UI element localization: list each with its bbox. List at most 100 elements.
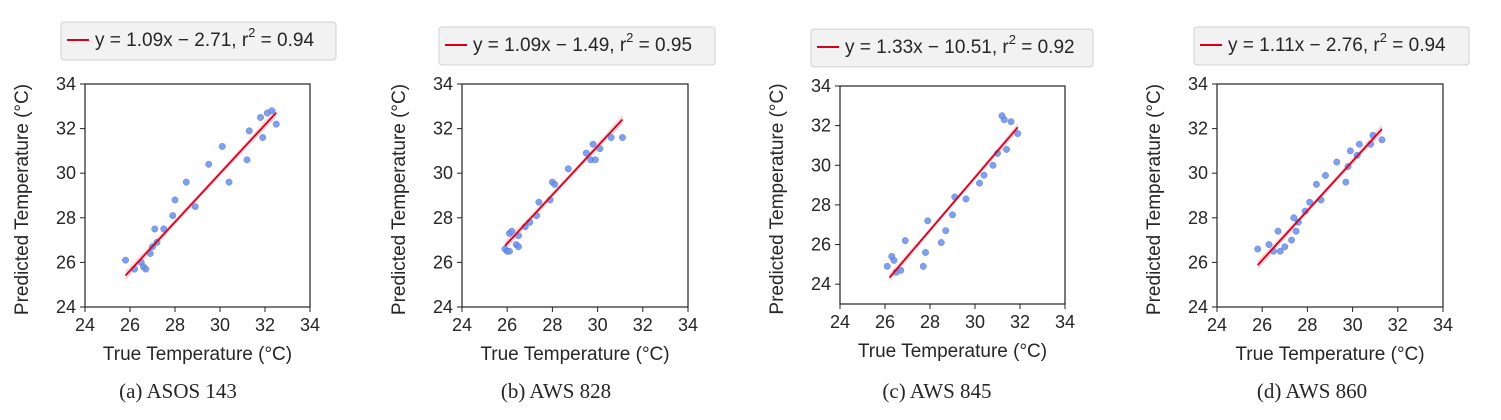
data-point (259, 134, 267, 141)
data-point (962, 195, 970, 203)
data-point (1294, 218, 1302, 226)
x-tick-label: 24 (830, 312, 850, 332)
data-point (1322, 172, 1329, 179)
data-point (582, 149, 590, 157)
legend: y = 1.33x − 10.51, r2 = 0.92 (810, 28, 1094, 68)
x-tick-label: 34 (678, 315, 698, 335)
data-point (205, 160, 213, 168)
data-point (989, 161, 997, 169)
x-tick-label: 34 (1433, 315, 1453, 335)
y-tick-label: 24 (1188, 297, 1208, 317)
data-point (1014, 130, 1022, 137)
y-axis-label: Predicted Temperature (°C) (767, 83, 788, 314)
panel-caption: (a) ASOS 143 (119, 379, 237, 403)
data-point (1254, 245, 1262, 253)
y-tick-label: 24 (811, 274, 831, 294)
plot-frame (839, 85, 1066, 305)
data-point (122, 256, 129, 264)
y-tick-label: 30 (811, 155, 831, 175)
x-tick-label: 26 (1252, 315, 1272, 335)
panel-caption: (d) AWS 860 (1257, 379, 1367, 403)
y-axis-label: Predicted Temperature (°C) (389, 84, 410, 315)
data-point (937, 239, 945, 246)
regression-line (504, 118, 624, 247)
x-axis-label: True Temperature (°C) (103, 344, 292, 365)
legend-label: y = 1.09x − 2.71, r2 = 0.94 (95, 25, 314, 51)
data-point (182, 178, 190, 186)
legend-box (1193, 26, 1470, 66)
x-tick-label: 26 (875, 312, 895, 332)
y-tick-label: 30 (56, 163, 76, 183)
y-tick-label: 30 (433, 163, 453, 183)
data-point (1274, 227, 1282, 235)
x-tick-label: 26 (497, 315, 517, 335)
data-point (171, 196, 179, 204)
data-point (535, 198, 543, 206)
y-tick-label: 30 (1188, 163, 1208, 183)
legend: y = 1.09x − 2.71, r2 = 0.94 (60, 21, 337, 61)
data-point (924, 217, 932, 225)
y-tick-label: 34 (56, 74, 76, 94)
data-point (1378, 136, 1386, 144)
data-point (1355, 140, 1363, 148)
y-tick-label: 32 (1188, 119, 1208, 139)
y-tick-label: 34 (433, 74, 453, 94)
legend-box (810, 28, 1094, 68)
panel-caption: (c) AWS 845 (882, 379, 991, 403)
x-tick-label: 30 (1343, 315, 1363, 335)
data-point (607, 134, 615, 141)
x-tick-label: 34 (1055, 312, 1075, 332)
legend-label: y = 1.11x − 2.76, r2 = 0.94 (1228, 30, 1446, 56)
data-point (225, 178, 233, 186)
y-tick-label: 26 (1188, 252, 1208, 272)
x-axis-label: True Temperature (°C) (858, 341, 1047, 362)
data-point (1007, 118, 1015, 126)
legend-box (438, 26, 716, 66)
x-tick-label: 24 (75, 315, 95, 335)
data-point (1333, 158, 1341, 166)
data-point (619, 134, 626, 141)
data-point (169, 212, 177, 219)
regression-line (124, 112, 277, 277)
x-tick-label: 34 (300, 315, 320, 335)
panel-1: 24 26 28 30 32 34 24 26 28 30 32 34 True Temperature… (12, 21, 337, 403)
y-tick-label: 26 (56, 252, 76, 272)
data-point (949, 211, 956, 219)
legend: y = 1.11x − 2.76, r2 = 0.94 (1193, 26, 1470, 66)
x-tick-label: 28 (920, 312, 940, 332)
data-point (245, 127, 253, 135)
panel-3: 24 26 28 30 32 34 24 26 28 30 32 34 True Temperature… (767, 28, 1094, 403)
y-tick-label: 26 (811, 235, 831, 255)
panel-2: 24 26 28 30 32 34 24 26 28 30 32 34 True Temperature… (389, 26, 716, 403)
data-point (218, 143, 226, 150)
data-point (1346, 147, 1354, 155)
data-point (1003, 146, 1010, 153)
legend-box (60, 21, 337, 61)
data-point (922, 249, 929, 256)
y-tick-label: 28 (433, 208, 453, 228)
data-point (1342, 178, 1350, 186)
data-point (1288, 236, 1295, 244)
data-point (272, 120, 280, 128)
legend-label: y = 1.33x − 10.51, r2 = 0.92 (845, 32, 1075, 58)
data-point (980, 171, 988, 179)
x-tick-label: 30 (965, 312, 985, 332)
data-point (151, 225, 159, 233)
x-tick-label: 30 (210, 315, 230, 335)
x-tick-label: 32 (633, 315, 653, 335)
y-tick-label: 24 (433, 297, 453, 317)
data-point (596, 145, 604, 153)
y-tick-label: 32 (811, 116, 831, 136)
data-point (591, 156, 599, 164)
data-point (160, 225, 168, 233)
data-point (191, 203, 199, 211)
data-point (589, 140, 597, 148)
data-point (268, 107, 276, 115)
x-tick-label: 32 (1388, 315, 1408, 335)
data-point (897, 266, 905, 274)
panel-caption: (b) AWS 828 (501, 379, 611, 403)
data-point (1276, 247, 1284, 255)
x-tick-label: 32 (1010, 312, 1030, 332)
regression-line (888, 126, 1019, 279)
